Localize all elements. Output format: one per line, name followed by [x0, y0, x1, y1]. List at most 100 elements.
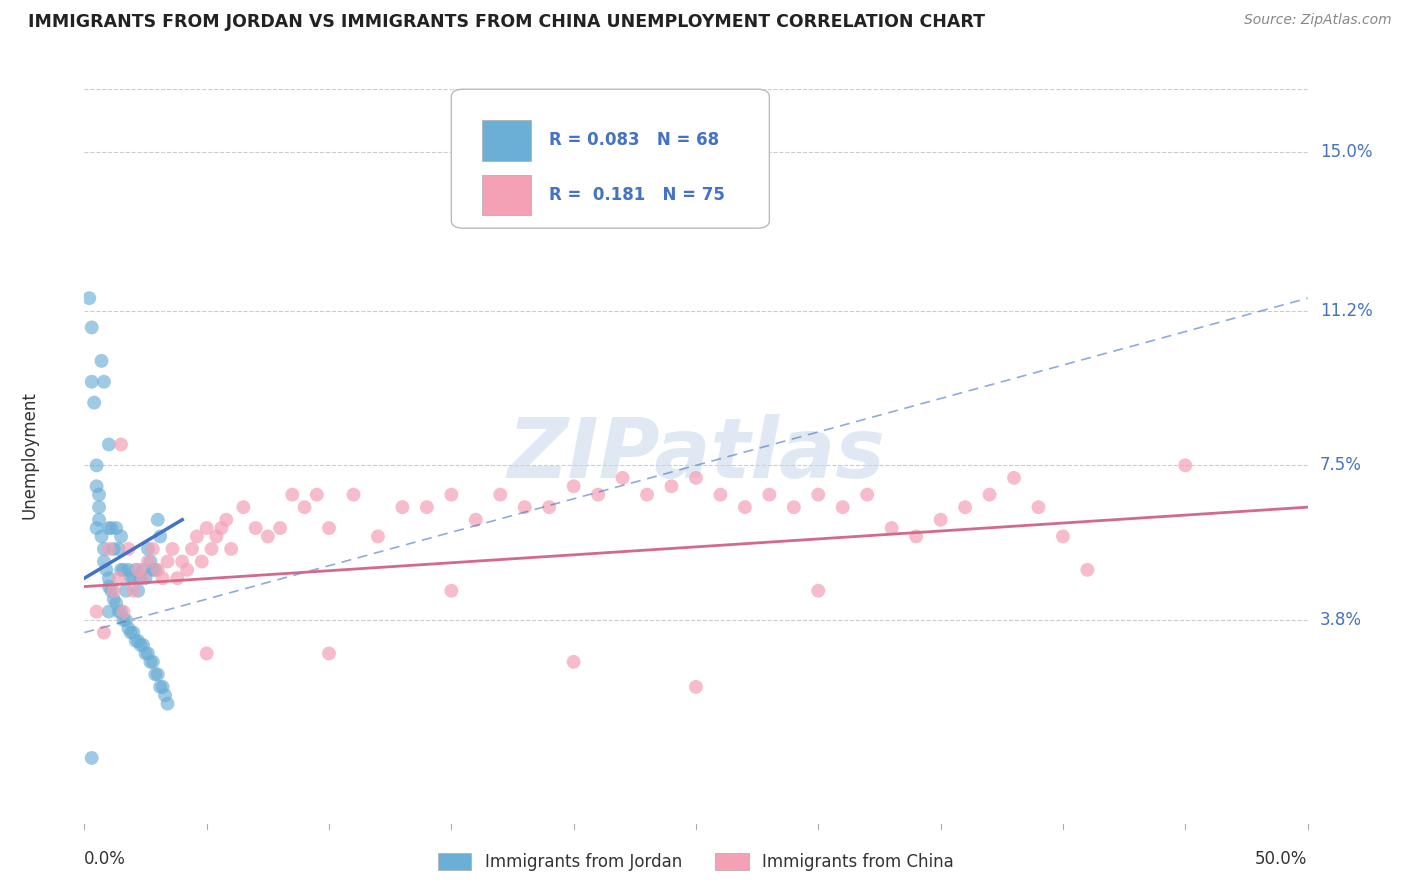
- Point: [97, 521, 120, 535]
- Point: [107, 541, 129, 556]
- Point: [156, 697, 179, 711]
- Point: [86, 605, 108, 619]
- Point: [105, 521, 128, 535]
- Point: [1028, 500, 1050, 515]
- Point: [97, 580, 120, 594]
- Point: [205, 529, 228, 543]
- Point: [142, 655, 165, 669]
- Point: [305, 488, 328, 502]
- Point: [127, 583, 149, 598]
- Point: [122, 571, 145, 585]
- Point: [146, 667, 169, 681]
- Point: [112, 563, 135, 577]
- Point: [200, 541, 222, 556]
- Point: [115, 583, 138, 598]
- Point: [103, 541, 125, 556]
- Text: 7.5%: 7.5%: [1320, 457, 1361, 475]
- Point: [191, 554, 214, 568]
- Point: [100, 521, 122, 535]
- Point: [440, 488, 463, 502]
- Point: [661, 479, 683, 493]
- Point: [807, 488, 830, 502]
- Point: [87, 500, 110, 515]
- Point: [97, 605, 120, 619]
- Point: [186, 529, 208, 543]
- Point: [103, 592, 125, 607]
- Point: [93, 375, 115, 389]
- Text: 50.0%: 50.0%: [1256, 850, 1308, 868]
- Point: [685, 471, 707, 485]
- Point: [176, 563, 198, 577]
- Point: [146, 563, 169, 577]
- Point: [129, 638, 152, 652]
- Point: [96, 563, 118, 577]
- Point: [149, 680, 172, 694]
- Point: [86, 479, 108, 493]
- Text: Source: ZipAtlas.com: Source: ZipAtlas.com: [1244, 13, 1392, 28]
- Point: [93, 625, 115, 640]
- Point: [90, 529, 112, 543]
- Text: R = 0.083   N = 68: R = 0.083 N = 68: [550, 131, 720, 149]
- Point: [905, 529, 928, 543]
- Point: [110, 563, 132, 577]
- Point: [783, 500, 806, 515]
- Point: [318, 647, 340, 661]
- Point: [93, 541, 115, 556]
- Point: [112, 613, 135, 627]
- Point: [77, 291, 100, 305]
- Point: [129, 571, 152, 585]
- Point: [245, 521, 267, 535]
- Point: [162, 541, 184, 556]
- Point: [391, 500, 413, 515]
- Point: [152, 680, 174, 694]
- Legend: Immigrants from Jordan, Immigrants from China: Immigrants from Jordan, Immigrants from …: [432, 847, 960, 878]
- Point: [152, 571, 174, 585]
- Point: [122, 583, 145, 598]
- Point: [139, 554, 162, 568]
- Point: [562, 655, 585, 669]
- Text: IMMIGRANTS FROM JORDAN VS IMMIGRANTS FROM CHINA UNEMPLOYMENT CORRELATION CHART: IMMIGRANTS FROM JORDAN VS IMMIGRANTS FRO…: [28, 13, 986, 31]
- Point: [120, 625, 142, 640]
- Point: [636, 488, 658, 502]
- Point: [143, 563, 166, 577]
- Point: [807, 583, 830, 598]
- Point: [195, 521, 218, 535]
- Point: [136, 541, 159, 556]
- Point: [440, 583, 463, 598]
- Point: [117, 541, 139, 556]
- Point: [342, 488, 364, 502]
- Point: [979, 488, 1001, 502]
- Point: [464, 513, 486, 527]
- Point: [112, 605, 135, 619]
- Point: [586, 488, 609, 502]
- Point: [318, 521, 340, 535]
- Bar: [482, 120, 531, 161]
- Point: [1052, 529, 1074, 543]
- Text: ZIPatlas: ZIPatlas: [508, 415, 884, 495]
- Point: [136, 647, 159, 661]
- Point: [856, 488, 879, 502]
- Point: [117, 621, 139, 635]
- Point: [146, 513, 169, 527]
- Point: [929, 513, 952, 527]
- Text: 15.0%: 15.0%: [1320, 143, 1372, 161]
- Point: [195, 647, 218, 661]
- Point: [100, 583, 122, 598]
- Point: [166, 571, 188, 585]
- Point: [115, 613, 138, 627]
- Point: [86, 458, 108, 473]
- Point: [562, 479, 585, 493]
- Point: [880, 521, 903, 535]
- Point: [97, 571, 120, 585]
- Text: R =  0.181   N = 75: R = 0.181 N = 75: [550, 186, 725, 204]
- Point: [110, 529, 132, 543]
- Point: [86, 521, 108, 535]
- Point: [80, 375, 103, 389]
- Point: [80, 320, 103, 334]
- Text: 11.2%: 11.2%: [1320, 301, 1372, 319]
- Point: [90, 354, 112, 368]
- Point: [612, 471, 634, 485]
- Point: [281, 488, 304, 502]
- Point: [734, 500, 756, 515]
- Point: [93, 554, 115, 568]
